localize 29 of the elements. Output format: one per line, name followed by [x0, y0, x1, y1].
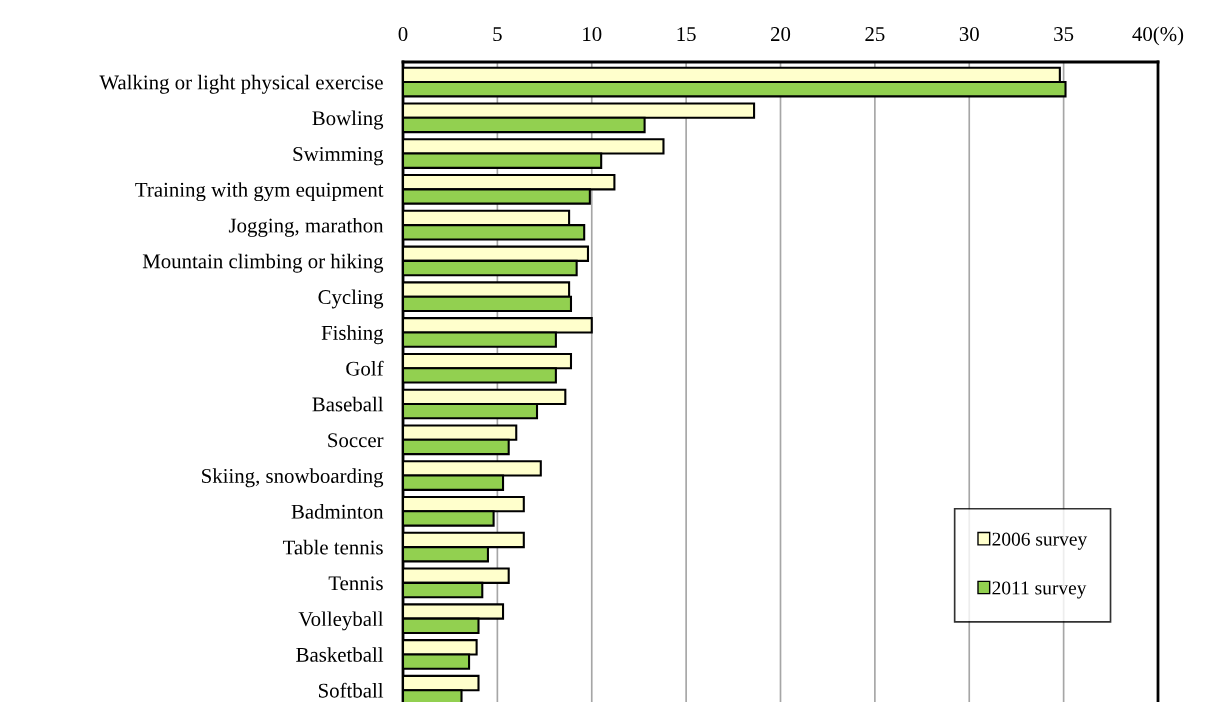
y-tick-label: Softball: [318, 682, 384, 698]
x-tick-label: 10: [583, 27, 602, 42]
y-tick-label: Cycling: [318, 289, 384, 309]
y-tick-label: Jogging, marathon: [228, 217, 384, 237]
y-tick-label: Volleyball: [298, 611, 384, 631]
y-tick-label: Bowling: [312, 110, 384, 130]
x-tick-label: 25: [865, 27, 885, 42]
y-tick-label: Swimming: [293, 146, 384, 166]
y-tick-label: Mountain climbing or hiking: [142, 253, 384, 273]
legend-label: 2011 survey: [992, 581, 1087, 599]
x-tick-label: 20: [771, 27, 791, 42]
x-tick-label: 35: [1054, 27, 1074, 42]
y-tick-label: Training with gym equipment: [135, 182, 384, 202]
x-tick-label: 30: [959, 27, 979, 42]
y-tick-label: Golf: [346, 360, 384, 376]
y-tick-label: Fishing: [321, 325, 384, 345]
y-tick-label: Skiing, snowboarding: [202, 468, 384, 488]
y-tick-label: Baseball: [312, 396, 384, 412]
y-tick-label: Soccer: [328, 433, 384, 448]
x-tick-label: 5: [493, 27, 502, 42]
y-tick-label: Table tennis: [282, 539, 383, 555]
y-tick-label: Basketball: [296, 647, 384, 662]
x-tick-label: 0: [398, 27, 408, 42]
x-tick-label: 15: [677, 27, 696, 42]
y-tick-label: Badminton: [291, 504, 384, 519]
legend-label: 2006 survey: [992, 532, 1088, 550]
y-tick-label: Tennis: [328, 576, 383, 591]
x-tick-label: 40(%): [1132, 26, 1184, 46]
y-tick-label: Walking or light physical exercise: [99, 74, 383, 94]
